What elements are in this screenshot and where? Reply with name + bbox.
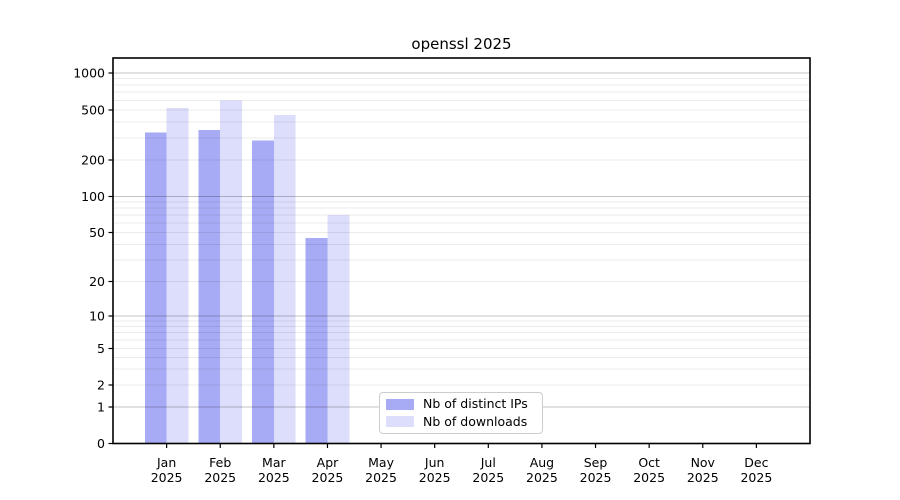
legend-label-distinct-ips: Nb of distinct IPs bbox=[423, 396, 528, 412]
y-tick-label: 50 bbox=[89, 225, 105, 240]
x-tick-label-month: May bbox=[368, 455, 394, 470]
y-tick-label: 0 bbox=[97, 436, 105, 451]
x-tick-label-year: 2025 bbox=[419, 470, 451, 485]
x-tick-label-year: 2025 bbox=[151, 470, 183, 485]
y-tick-label: 500 bbox=[81, 103, 105, 118]
bar-nb-of-distinct-ips-mar bbox=[252, 140, 274, 444]
x-tick-label-year: 2025 bbox=[365, 470, 397, 485]
x-tick-label-year: 2025 bbox=[312, 470, 344, 485]
y-tick-label: 10 bbox=[89, 309, 105, 324]
x-tick-label-year: 2025 bbox=[687, 470, 719, 485]
legend-item-downloads: Nb of downloads bbox=[386, 414, 536, 430]
bar-nb-of-downloads-apr bbox=[327, 215, 350, 444]
legend-swatch-distinct-ips-icon bbox=[386, 398, 414, 410]
x-tick-label-month: Feb bbox=[209, 455, 231, 470]
x-tick-label-month: Aug bbox=[530, 455, 554, 470]
bar-nb-of-distinct-ips-apr bbox=[305, 238, 328, 444]
x-tick-label-year: 2025 bbox=[740, 470, 772, 485]
x-tick-label-month: Apr bbox=[317, 455, 339, 470]
bar-nb-of-distinct-ips-jan bbox=[144, 132, 167, 444]
x-tick-label-year: 2025 bbox=[258, 470, 290, 485]
y-tick-label: 20 bbox=[89, 274, 105, 289]
y-tick-label: 1000 bbox=[73, 66, 105, 81]
x-tick-label-year: 2025 bbox=[472, 470, 504, 485]
legend: Nb of distinct IPs Nb of downloads bbox=[379, 392, 543, 434]
bar-nb-of-downloads-feb bbox=[220, 100, 243, 444]
x-tick-label-month: Dec bbox=[744, 455, 768, 470]
x-tick-label-year: 2025 bbox=[580, 470, 612, 485]
bar-nb-of-downloads-jan bbox=[166, 107, 189, 444]
x-tick-label-month: Jan bbox=[156, 455, 176, 470]
legend-item-distinct-ips: Nb of distinct IPs bbox=[386, 396, 536, 412]
x-tick-label-month: Nov bbox=[691, 455, 716, 470]
y-tick-label: 5 bbox=[97, 341, 105, 356]
x-tick-label-month: Jul bbox=[480, 455, 496, 470]
x-tick-label-year: 2025 bbox=[204, 470, 236, 485]
x-tick-label-month: Sep bbox=[584, 455, 608, 470]
y-tick-label: 2 bbox=[97, 378, 105, 393]
y-tick-label: 1 bbox=[97, 400, 105, 415]
legend-swatch-downloads-icon bbox=[386, 416, 414, 428]
plot-frame bbox=[112, 57, 811, 445]
y-tick-label: 100 bbox=[81, 189, 105, 204]
legend-label-downloads: Nb of downloads bbox=[423, 413, 528, 429]
x-tick-label-month: Oct bbox=[638, 455, 660, 470]
x-tick-label-month: Mar bbox=[262, 455, 286, 470]
bar-nb-of-downloads-mar bbox=[273, 115, 296, 444]
chart-title: openssl 2025 bbox=[411, 35, 512, 53]
x-tick-label-year: 2025 bbox=[526, 470, 558, 485]
y-tick-label: 200 bbox=[81, 153, 105, 168]
bar-nb-of-distinct-ips-feb bbox=[198, 130, 221, 444]
x-tick-label-month: Jun bbox=[424, 455, 445, 470]
x-tick-label-year: 2025 bbox=[633, 470, 665, 485]
